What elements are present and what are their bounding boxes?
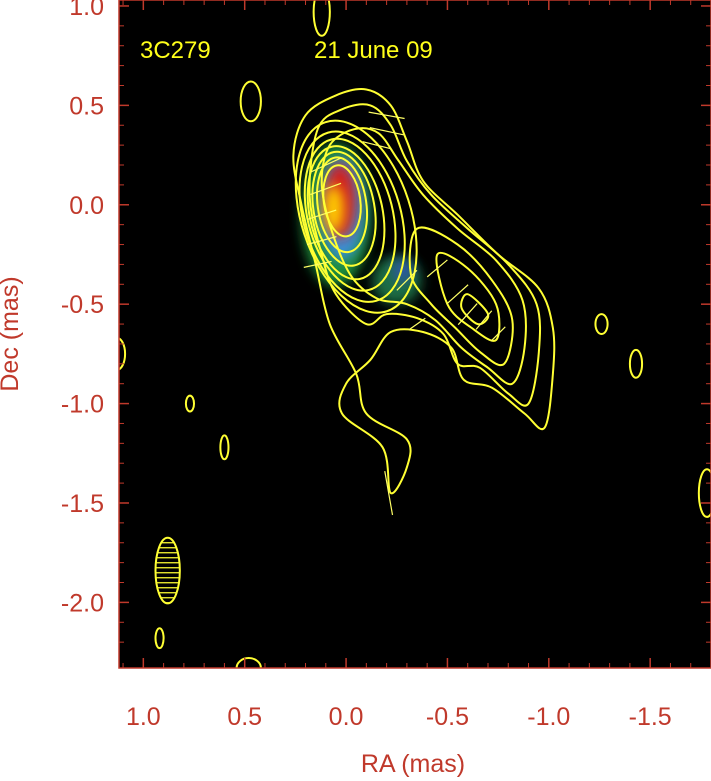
core-contour-2 (311, 150, 377, 267)
x-tick-label: 1.0 (126, 703, 161, 731)
jet-contour-0 (292, 88, 556, 495)
polarization-vector-7 (303, 260, 332, 268)
y-tick-label: 0.5 (69, 92, 104, 120)
polarization-vector-11 (457, 303, 478, 326)
jet-contour-1 (308, 103, 542, 407)
polarization-vectors (303, 111, 506, 516)
plot-background (119, 0, 711, 668)
jet-contour-4 (435, 251, 501, 342)
jet-contour-2 (320, 127, 527, 386)
y-tick-label: -1.0 (61, 391, 104, 419)
polarization-vector-1 (369, 127, 404, 136)
x-axis-label: RA (mas) (361, 750, 465, 778)
intensity-blob-2 (392, 258, 413, 283)
x-tick-label: -1.0 (527, 703, 570, 731)
polarization-vector-6 (306, 236, 337, 246)
jet-contour-5 (460, 293, 490, 326)
beam-ellipse (154, 536, 181, 605)
core-contour-1 (316, 156, 369, 254)
y-tick-label: -0.5 (61, 291, 104, 319)
axis-ticks (119, 0, 711, 668)
jet-contour-3 (408, 226, 514, 367)
x-tick-label: 0.0 (329, 703, 364, 731)
y-tick-label: -2.0 (61, 589, 104, 617)
y-tick-labels: 1.0 0.5 0.0 -0.5 -1.0 -1.5 -2.0 (61, 0, 104, 617)
plot-frame (118, 0, 711, 669)
x-tick-label: 0.5 (227, 703, 262, 731)
y-axis-label: Dec (mas) (0, 276, 24, 391)
noise-contour-7 (594, 313, 609, 335)
core-contour-3 (306, 145, 386, 281)
beam-outline (154, 536, 181, 605)
polarization-vector-10 (446, 284, 469, 305)
y-tick-label: 1.0 (69, 0, 104, 21)
y-tick-label: 0.0 (69, 192, 104, 220)
noise-contour-4 (219, 434, 230, 461)
x-tick-label: -1.5 (629, 703, 672, 731)
polarization-vector-15 (384, 470, 394, 516)
noise-contour-9 (697, 468, 711, 518)
noise-contour-5 (154, 627, 165, 650)
polarization-vector-3 (310, 157, 341, 173)
contour-layer (119, 0, 711, 668)
polarization-vector-8 (396, 269, 418, 291)
source-name-label: 3C279 (140, 37, 211, 64)
polarization-vector-4 (310, 182, 342, 195)
polarization-vector-0 (368, 111, 405, 120)
polarization-vector-13 (490, 326, 506, 342)
polarization-vector-12 (475, 310, 493, 330)
noise-contour-0 (119, 337, 127, 371)
noise-contour-3 (184, 394, 196, 413)
noise-contour-2 (312, 0, 331, 37)
beam-hatching (155, 537, 180, 604)
noise-contour-8 (628, 348, 644, 379)
epoch-label: 21 June 09 (314, 37, 433, 64)
x-tick-labels: 1.0 0.5 0.0 -0.5 -1.0 -1.5 (126, 703, 672, 731)
intensity-blob-5 (323, 184, 345, 233)
noise-contour-1 (239, 80, 262, 123)
polarization-vector-5 (307, 209, 337, 220)
polarization-vector-9 (426, 259, 448, 278)
plot-area (119, 0, 711, 668)
core-contour-5 (298, 130, 406, 303)
core-contour-6 (294, 119, 418, 314)
x-tick-label: -0.5 (426, 703, 469, 731)
core-contour-4 (303, 137, 397, 292)
polarization-vector-14 (408, 317, 426, 331)
y-tick-label: -1.5 (61, 490, 104, 518)
polarization-vector-2 (362, 141, 391, 150)
